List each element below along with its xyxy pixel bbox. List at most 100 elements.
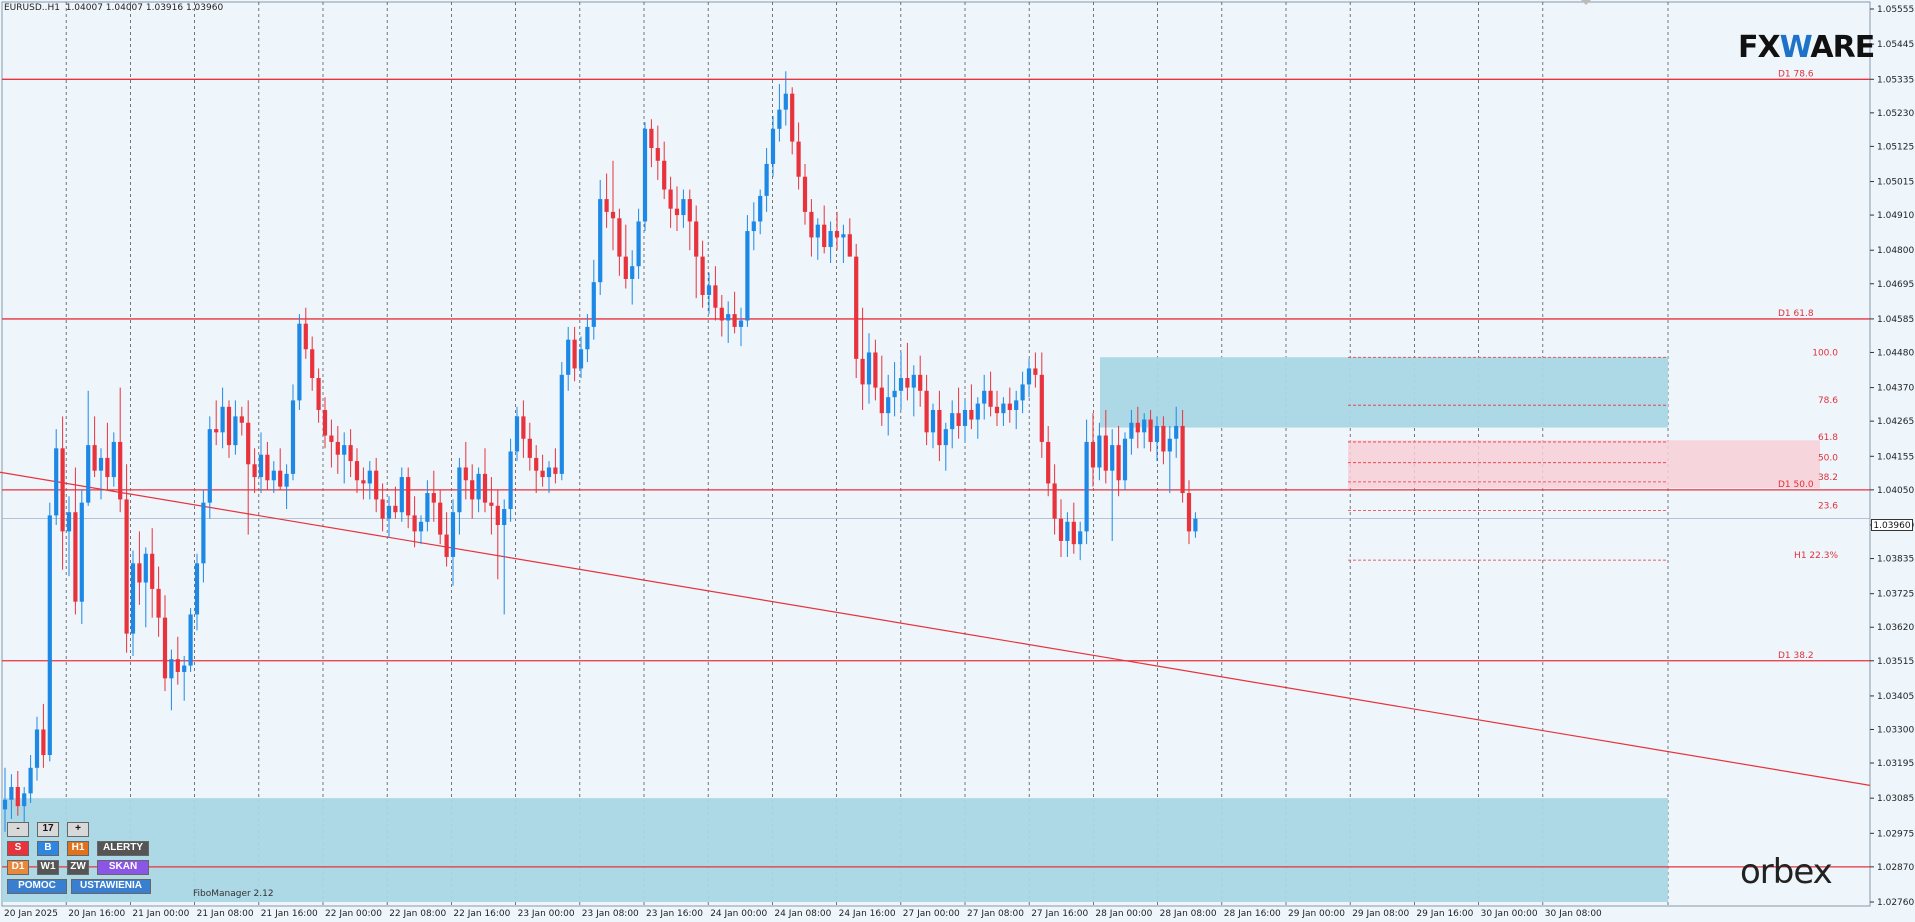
settings-button[interactable]: USTAWIENIA — [71, 879, 151, 894]
candle-bull — [636, 221, 641, 267]
candle-bull — [399, 477, 404, 513]
fibo-label: 100.0 — [1812, 348, 1838, 358]
candle-bear — [489, 502, 494, 506]
candle-bear — [822, 224, 827, 248]
candle-bear — [406, 477, 411, 516]
level-label: D1 78.6 — [1778, 69, 1814, 79]
candle-bull — [962, 409, 968, 426]
candle-bear — [988, 390, 993, 407]
candle-bull — [284, 473, 289, 487]
fibo-control-panel: - 17 + S B H1 ALERTY D1 W1 ZW SKAN POMOC… — [7, 822, 157, 900]
candle-bear — [354, 461, 360, 481]
price-label: 1.03085 — [1877, 794, 1914, 804]
candle-bear — [322, 409, 328, 436]
candle-bear — [463, 467, 468, 481]
candle-bull — [1122, 438, 1128, 481]
candle-bull — [367, 470, 372, 484]
fibo-label: 78.6 — [1818, 396, 1838, 406]
fibo-label: 61.8 — [1818, 433, 1838, 443]
candle-bull — [642, 128, 648, 222]
candle-bull — [566, 339, 571, 375]
candle-bull — [233, 416, 238, 446]
price-label: 1.05230 — [1877, 109, 1914, 119]
candle-bear — [15, 786, 20, 807]
candle-bear — [1161, 425, 1166, 452]
candle-bear — [246, 422, 251, 465]
time-label: 22 Jan 08:00 — [389, 909, 446, 919]
price-label: 1.05125 — [1877, 142, 1914, 152]
candle-bear — [162, 617, 168, 679]
candle-bull — [425, 493, 430, 522]
candle-bull — [54, 448, 59, 516]
price-label: 1.04265 — [1877, 417, 1914, 427]
candle-bear — [124, 499, 129, 634]
candle-bull — [930, 409, 936, 433]
candle-bear — [105, 457, 110, 478]
candle-bear — [809, 211, 814, 238]
candle-bull — [726, 314, 731, 321]
candle-bear — [470, 480, 475, 500]
candle-bull — [22, 793, 27, 807]
w1-button[interactable]: W1 — [37, 860, 59, 875]
candle-bull — [1001, 403, 1006, 414]
d1-button[interactable]: D1 — [7, 860, 29, 875]
candle-bull — [1193, 518, 1198, 532]
candle-bear — [662, 160, 667, 190]
alerts-button[interactable]: ALERTY — [97, 841, 149, 856]
scroll-marker-icon[interactable] — [1581, 0, 1591, 5]
time-label: 27 Jan 00:00 — [903, 909, 960, 919]
candle-bear — [92, 445, 97, 471]
candle-bull — [898, 378, 904, 391]
price-label: 1.04155 — [1877, 452, 1914, 462]
help-button[interactable]: POMOC — [7, 879, 67, 894]
candle-bull — [194, 563, 200, 615]
candle-bear — [617, 218, 622, 257]
candle-bear — [1071, 521, 1076, 545]
candle-bear — [623, 256, 628, 279]
candle-bull — [982, 390, 987, 404]
candle-bull — [1014, 400, 1019, 410]
candle-bull — [1129, 422, 1134, 439]
candle-bear — [610, 211, 616, 219]
candle-bull — [271, 470, 276, 481]
candle-bear — [73, 512, 78, 602]
candle-bull — [783, 93, 788, 110]
candle-bull — [764, 163, 769, 196]
candle-bear — [118, 441, 123, 500]
candle-bear — [534, 457, 539, 471]
buy-button[interactable]: B — [37, 841, 59, 856]
candle-bull — [1142, 419, 1147, 433]
candle-bull — [79, 502, 84, 602]
sell-button[interactable]: S — [7, 841, 29, 856]
h1-button[interactable]: H1 — [67, 841, 89, 856]
candle-bull — [508, 451, 513, 510]
increase-button[interactable]: + — [67, 822, 89, 837]
candle-bear — [1135, 422, 1140, 433]
count-field[interactable]: 17 — [37, 822, 59, 837]
ohlc-values: 1.04007 1.04007 1.03916 1.03960 — [65, 3, 224, 13]
candle-bear — [1033, 368, 1038, 375]
candle-bear — [527, 438, 532, 458]
candle-bear — [905, 378, 910, 388]
candle-bull — [457, 467, 462, 513]
orbex-logo: orbex — [1740, 852, 1833, 892]
candle-bull — [892, 390, 897, 398]
current-price-marker: 1.03960 — [1871, 519, 1913, 531]
candle-bull — [47, 515, 52, 756]
level-label: D1 38.2 — [1778, 651, 1814, 661]
candle-bear — [796, 141, 801, 177]
time-label: 20 Jan 16:00 — [68, 909, 125, 919]
scan-button[interactable]: SKAN — [97, 860, 149, 875]
zw-button[interactable]: ZW — [67, 860, 89, 875]
candle-bear — [41, 729, 46, 756]
candle-bear — [674, 208, 680, 216]
candle-bull — [220, 406, 225, 433]
candle-bear — [380, 499, 385, 519]
candle-bull — [546, 467, 552, 478]
candle-bull — [86, 445, 91, 503]
price-label: 1.05555 — [1877, 5, 1914, 15]
fibo-label: 50.0 — [1818, 454, 1838, 464]
decrease-button[interactable]: - — [7, 822, 29, 837]
